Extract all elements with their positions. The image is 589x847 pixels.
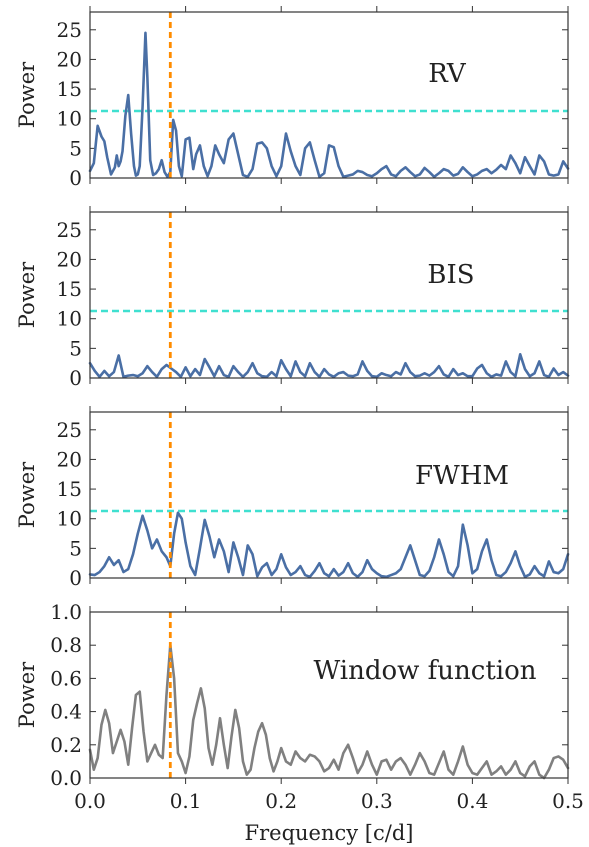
panel-2-ytick-label: 10: [57, 307, 82, 331]
panel-4-ylabel: Power: [15, 661, 39, 728]
panel-2-ylabel: Power: [15, 261, 39, 328]
panel-2-ytick-label: 25: [57, 218, 82, 242]
panel-1-ytick-label: 20: [57, 47, 82, 71]
panel-3-ytick-label: 0: [69, 566, 82, 590]
panel-3-frame: [89, 411, 569, 579]
panel-3-ytick-label: 20: [57, 447, 82, 471]
panel-3-annotation: FWHM: [415, 461, 509, 491]
panel-2-ytick-label: 0: [69, 366, 82, 390]
panel-1-ytick-label: 15: [57, 77, 82, 101]
panel-2-frame: [89, 211, 569, 379]
panel-4-series-line: [88, 643, 570, 780]
panel-1-ylabel: Power: [15, 61, 39, 128]
panel-4-xtick-label: 0.0: [74, 789, 106, 813]
panel-4-ytick-label: 0.4: [50, 700, 82, 724]
panel-3-ytick-label: 5: [69, 536, 82, 560]
panel-2-ytick-label: 20: [57, 247, 82, 271]
panel-1-series-line: [88, 31, 570, 179]
panel-4-xtick-label: 0.5: [552, 789, 584, 813]
panel-3-ytick-label: 10: [57, 507, 82, 531]
panel-3-ylabel: Power: [15, 461, 39, 528]
panel-2-series-line: [88, 352, 570, 379]
panel-4-xtick-label: 0.2: [265, 789, 297, 813]
panel-1-ytick-label: 0: [69, 166, 82, 190]
panel-3-ytick-label: 25: [57, 418, 82, 442]
panel-2-ytick-label: 15: [57, 277, 82, 301]
panel-4-ytick-label: 1.0: [50, 600, 82, 624]
panel-1-ytick-label: 10: [57, 107, 82, 131]
panel-4-xtick-label: 0.1: [170, 789, 202, 813]
panel-1-frame: [89, 11, 569, 179]
panel-3-series-line: [88, 511, 570, 579]
panel-2-ytick-label: 5: [69, 336, 82, 360]
panel-3-ytick-label: 15: [57, 477, 82, 501]
panel-4-ytick-label: 0.8: [50, 633, 82, 657]
panel-4-xtick-label: 0.4: [456, 789, 488, 813]
panel-4-xtick-label: 0.3: [361, 789, 393, 813]
panel-2-annotation: BIS: [427, 260, 474, 290]
panel-1-ytick-label: 25: [57, 18, 82, 42]
panel-4-ytick-label: 0.0: [50, 766, 82, 790]
panel-4-annotation: Window function: [314, 656, 537, 686]
panel-4-frame: [89, 611, 569, 779]
panel-4-ytick-label: 0.6: [50, 666, 82, 690]
panel-4-xlabel: Frequency [c/d]: [245, 821, 414, 845]
panel-1-annotation: RV: [428, 59, 467, 89]
panel-4-ytick-label: 0.2: [50, 733, 82, 757]
panel-1-ytick-label: 5: [69, 136, 82, 160]
